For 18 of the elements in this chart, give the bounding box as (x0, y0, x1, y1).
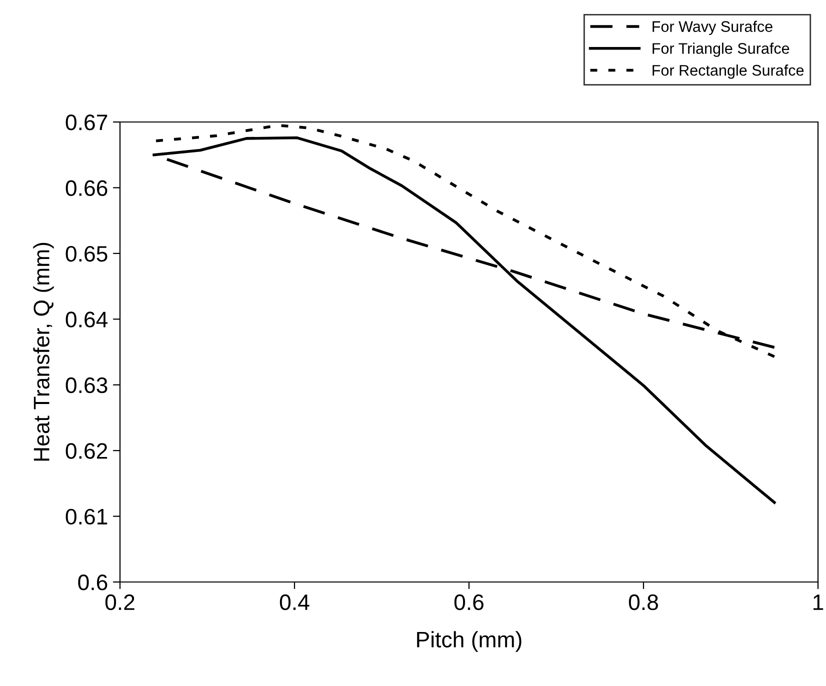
y-tick-label: 0.63 (66, 377, 108, 394)
y-tick-label: 0.65 (66, 246, 108, 262)
legend-label: For Triangle Surafce (652, 42, 790, 57)
y-axis-title: Heat Transfer, Q (mm) (33, 242, 54, 461)
legend-label: For Rectangle Surafce (652, 64, 804, 79)
y-tick-label: 0.6 (78, 574, 108, 590)
x-tick-label: 0.6 (454, 594, 484, 610)
x-tick-label: 0.4 (280, 594, 310, 610)
y-tick-label: 0.61 (66, 508, 108, 525)
x-tick-label: 0.8 (628, 594, 658, 610)
y-tick-label: 0.66 (66, 180, 108, 196)
legend-label: For Wavy Surafce (652, 20, 772, 35)
y-tick-label: 0.62 (66, 443, 108, 459)
x-tick-label: 1 (814, 594, 824, 610)
y-tick-label: 0.67 (66, 114, 108, 130)
x-axis-title: Pitch (mm) (417, 631, 522, 652)
y-tick-label: 0.64 (66, 312, 108, 328)
x-tick-label: 0.2 (105, 594, 134, 610)
